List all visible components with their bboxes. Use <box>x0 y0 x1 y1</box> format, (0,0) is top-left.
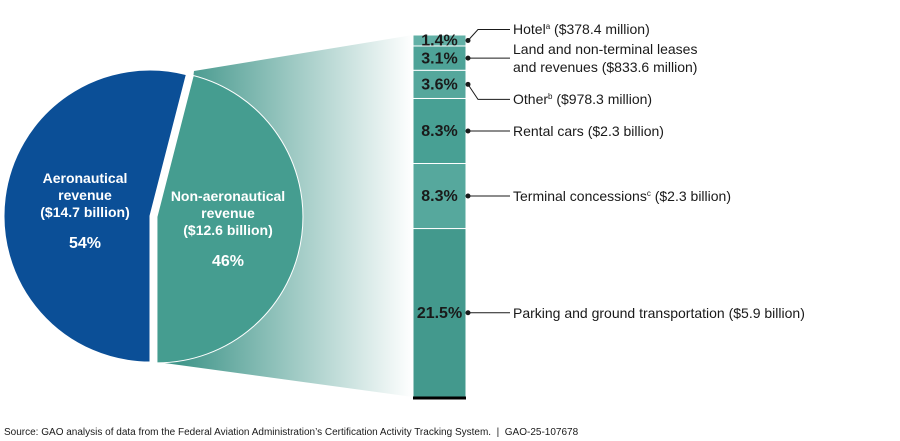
segment-name: Other <box>513 91 549 108</box>
value-label: 8.3% <box>421 188 457 205</box>
segment-label: Otherb ($978.3 million) <box>513 90 652 108</box>
segment-name: Hotel <box>513 21 546 38</box>
leader-line <box>467 28 510 41</box>
segment-name: Terminal concessions <box>513 188 647 205</box>
leader-dot <box>465 37 471 43</box>
value-label: 3.6% <box>421 77 457 94</box>
slice-label: Non-aeronautical revenue ($12.6 billion) 4… <box>158 188 298 270</box>
segment-label: Rental cars ($2.3 billion) <box>513 122 664 140</box>
segment-label: Hotela ($378.4 million) <box>513 20 650 38</box>
segment-name: Land and non-terminal leases and revenue… <box>513 41 698 76</box>
bar-segment <box>412 45 467 71</box>
segment-amount: ($2.3 billion) <box>587 122 664 139</box>
leader-dot <box>465 193 471 199</box>
value-label: 3.1% <box>421 50 457 67</box>
segment-amount: ($378.4 million) <box>554 21 650 38</box>
bar-segment <box>412 97 467 165</box>
pie-slice <box>156 74 304 364</box>
value-label: 21.5% <box>417 305 462 322</box>
leader-dot <box>465 310 471 316</box>
segment-name: Rental cars <box>513 122 584 139</box>
slice-amount: ($12.6 billion) <box>183 222 273 238</box>
value-label: 1.4% <box>421 33 457 50</box>
footnote-marker: c <box>646 189 651 199</box>
footnote-marker: a <box>545 22 551 32</box>
value-label: 8.3% <box>421 123 457 140</box>
footnote-marker: b <box>548 92 553 102</box>
segment-label: Parking and ground transportation ($5.9 … <box>513 304 805 322</box>
segment-amount: ($5.9 billion) <box>728 304 805 321</box>
segment-name: Parking and ground transportation <box>513 304 725 321</box>
leader-line <box>467 84 510 100</box>
segment-label: Terminal concessionsc ($2.3 billion) <box>513 187 731 205</box>
segment-label: Land and non-terminal leases and revenue… <box>513 40 718 76</box>
segment-amount: ($833.6 million) <box>601 59 698 76</box>
leader-dot <box>465 81 471 87</box>
pie-slice <box>3 69 187 363</box>
bar-segment <box>412 163 467 230</box>
source-note: Source: GAO analysis of data from the Fe… <box>4 427 579 438</box>
leader-dot <box>465 128 471 134</box>
slice-value: 54% <box>68 235 102 252</box>
slice-name: Aeronautical revenue <box>42 170 128 203</box>
slice-value: 46% <box>211 253 245 270</box>
slice-label: Aeronautical revenue ($14.7 billion) 54% <box>15 170 155 252</box>
segment-amount: ($978.3 million) <box>556 91 653 108</box>
slice-name: Non-aeronautical revenue <box>170 188 286 221</box>
slice-amount: ($14.7 billion) <box>40 204 130 220</box>
segment-amount: ($2.3 billion) <box>654 188 731 205</box>
leader-dot <box>465 55 471 61</box>
